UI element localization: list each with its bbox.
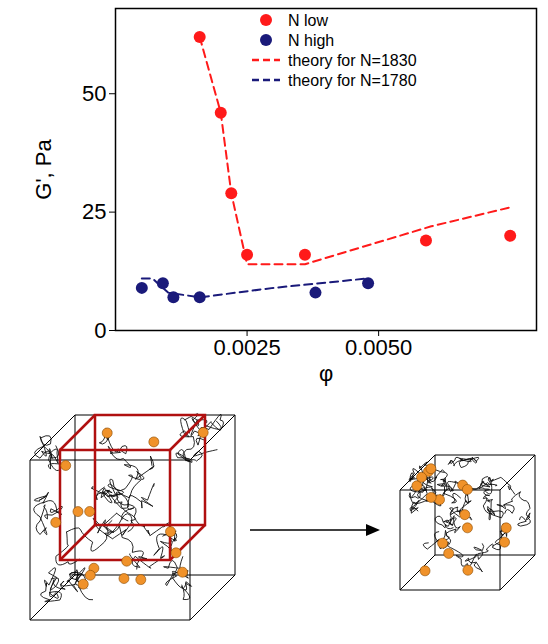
svg-text:0.0025: 0.0025 <box>213 335 280 360</box>
svg-text:25: 25 <box>82 199 106 224</box>
svg-text:0: 0 <box>94 318 106 343</box>
svg-text:φ: φ <box>319 361 333 386</box>
svg-text:N low: N low <box>288 12 328 29</box>
svg-text:50: 50 <box>82 81 106 106</box>
svg-text:0.0050: 0.0050 <box>345 335 412 360</box>
svg-text:G', Pa: G', Pa <box>31 139 56 200</box>
svg-text:theory for N=1780: theory for N=1780 <box>288 72 417 89</box>
svg-text:theory for N=1830: theory for N=1830 <box>288 52 417 69</box>
svg-text:N high: N high <box>288 32 334 49</box>
